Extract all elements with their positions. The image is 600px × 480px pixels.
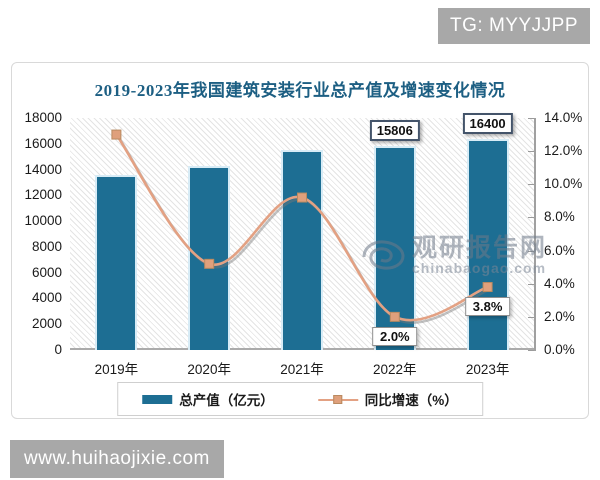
chart-panel: 2019-2023年我国建筑安装行业总产值及增速变化情况 18000 16000 1… bbox=[11, 62, 589, 419]
right-axis-tick-mark bbox=[528, 217, 534, 219]
left-axis-tick: 12000 bbox=[24, 187, 62, 203]
bar-2023年 bbox=[466, 138, 509, 350]
left-axis-tick: 0 bbox=[54, 342, 62, 357]
legend-item-growth-rate: 同比增速（%） bbox=[317, 389, 458, 409]
x-axis-label: 2021年 bbox=[280, 362, 324, 377]
bar-2019年 bbox=[95, 175, 138, 350]
right-axis-tick-mark bbox=[528, 151, 534, 153]
x-axis-label: 2022年 bbox=[373, 362, 417, 377]
right-axis-tick: 10.0% bbox=[544, 176, 583, 192]
right-axis-tick: 0.0% bbox=[544, 342, 575, 357]
bar-2020年 bbox=[188, 166, 231, 350]
right-axis-line bbox=[534, 118, 536, 351]
chart-legend: 总产值（亿元） 同比增速（%） bbox=[117, 382, 483, 416]
chart-title: 2019-2023年我国建筑安装行业总产值及增速变化情况 bbox=[94, 81, 506, 100]
line-series-swatch-icon bbox=[317, 394, 358, 405]
right-axis-tick-mark bbox=[528, 283, 534, 285]
left-axis-tick: 2000 bbox=[31, 316, 62, 332]
right-axis-tick: 2.0% bbox=[544, 308, 575, 324]
x-axis-label: 2023年 bbox=[465, 362, 510, 377]
x-axis-label: 2020年 bbox=[187, 362, 231, 377]
bar-value-label: 15806 bbox=[369, 120, 420, 142]
legend-label-growth-rate: 同比增速（%） bbox=[364, 393, 458, 408]
left-axis-tick: 16000 bbox=[24, 135, 62, 151]
right-axis-tick: 6.0% bbox=[544, 242, 575, 258]
left-axis-tick: 10000 bbox=[24, 213, 62, 229]
left-axis-tick: 8000 bbox=[31, 238, 62, 254]
legend-item-output-value: 总产值（亿元） bbox=[142, 389, 274, 409]
bar-2021年 bbox=[281, 150, 323, 350]
right-axis-tick: 12.0% bbox=[544, 143, 583, 159]
left-axis-tick: 14000 bbox=[24, 161, 62, 177]
left-axis-tick: 4000 bbox=[31, 290, 62, 306]
x-axis-label: 2019年 bbox=[94, 362, 139, 377]
bar-value-label: 16400 bbox=[462, 112, 513, 134]
right-axis-tick-mark bbox=[528, 250, 534, 252]
right-axis-tick: 4.0% bbox=[544, 275, 575, 291]
bar-series-swatch-icon bbox=[142, 394, 173, 404]
telegram-watermark-badge: TG: MYYJJPP bbox=[438, 8, 590, 44]
growth-point-label: 2.0% bbox=[371, 326, 418, 346]
right-axis-tick: 14.0% bbox=[544, 110, 583, 125]
left-axis-tick: 18000 bbox=[24, 110, 62, 125]
right-axis-tick-mark bbox=[528, 350, 534, 351]
right-axis-tick-mark bbox=[528, 316, 534, 318]
right-axis-tick-mark bbox=[528, 118, 534, 119]
left-axis-tick: 6000 bbox=[31, 264, 62, 280]
bar-2022年 bbox=[373, 146, 416, 350]
legend-label-output-value: 总产值（亿元） bbox=[179, 393, 274, 408]
right-axis-tick-mark bbox=[528, 184, 534, 186]
growth-point-label: 3.8% bbox=[464, 297, 511, 317]
right-axis-tick: 8.0% bbox=[544, 209, 575, 225]
website-watermark-badge: www.huihaojixie.com bbox=[10, 440, 224, 478]
